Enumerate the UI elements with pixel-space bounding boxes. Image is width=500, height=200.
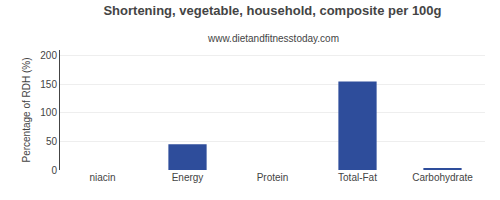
svg-text:150: 150 <box>40 79 57 90</box>
svg-text:Carbohydrate: Carbohydrate <box>412 172 473 183</box>
svg-text:50: 50 <box>46 136 58 147</box>
svg-text:www.dietandfitnesstoday.com: www.dietandfitnesstoday.com <box>207 33 339 44</box>
svg-text:Shortening, vegetable, househo: Shortening, vegetable, household, compos… <box>103 3 441 18</box>
svg-text:Protein: Protein <box>257 172 289 183</box>
svg-text:100: 100 <box>40 107 57 118</box>
svg-text:Total-Fat: Total-Fat <box>338 172 377 183</box>
svg-text:200: 200 <box>40 50 57 61</box>
svg-text:Energy: Energy <box>172 172 204 183</box>
svg-text:niacin: niacin <box>89 172 115 183</box>
svg-text:0: 0 <box>51 165 57 176</box>
svg-text:Percentage of RDH (%): Percentage of RDH (%) <box>21 57 32 162</box>
